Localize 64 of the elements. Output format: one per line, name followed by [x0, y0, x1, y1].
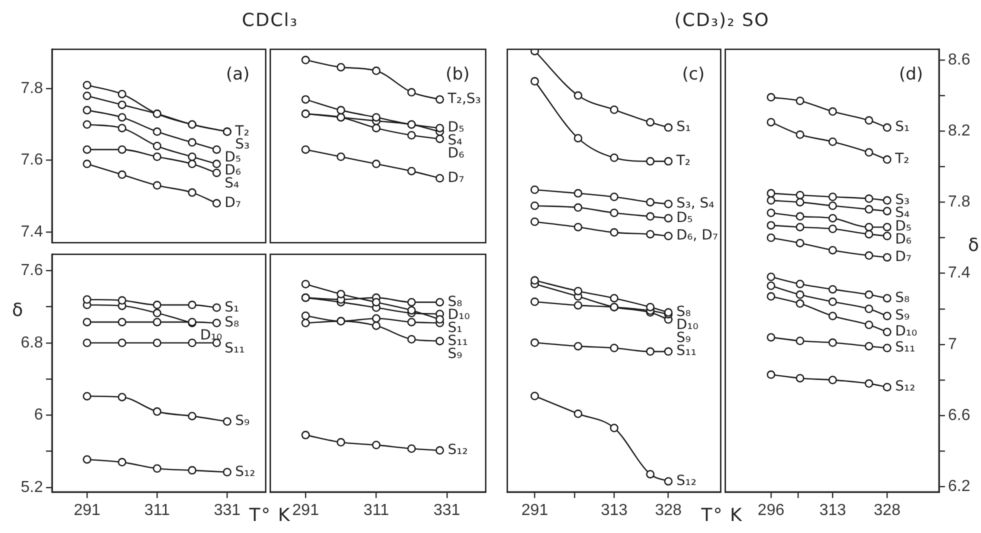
y-tick-label: 7.4 — [20, 223, 44, 240]
annotation: (b) — [446, 64, 470, 84]
x-tick-label: 311 — [363, 502, 390, 520]
series-label: D₆ — [895, 232, 912, 248]
series-label: S₃, S₄ — [676, 196, 715, 212]
x-tick-label: 291 — [292, 502, 320, 520]
x-tick-label: 331 — [434, 502, 460, 520]
x-tick-label: 296 — [758, 502, 784, 520]
x-axis-title: T° K — [249, 505, 291, 526]
series-label: S₁ — [224, 299, 240, 316]
series-label: D₇ — [448, 170, 464, 186]
series-label: D₅ — [676, 210, 693, 226]
series-label: D₆, D₇ — [676, 228, 718, 244]
y-tick-label: 5.2 — [20, 478, 44, 496]
series-label: S₄ — [895, 205, 910, 222]
y-tick-label: 7.6 — [20, 152, 44, 169]
series-label: S₈ — [895, 290, 910, 306]
series-label: S₁ — [895, 119, 910, 136]
x-tick-label: 331 — [214, 502, 241, 520]
y-tick-label: 6.8 — [20, 334, 44, 352]
y-tick-label: 7.4 — [948, 264, 970, 282]
y-tick-label: 8.2 — [948, 122, 970, 140]
series-label: S₉ — [895, 308, 910, 324]
series-label: S₁₂ — [235, 464, 256, 480]
x-tick-label: 313 — [600, 502, 628, 520]
series-label: S₁₁ — [224, 340, 245, 357]
annotation: (c) — [682, 64, 705, 84]
y-axis-title: δ — [968, 235, 980, 256]
annotation: (a) — [226, 64, 250, 84]
y-tick-label: 8.6 — [948, 51, 970, 68]
series-label: S₉ — [235, 413, 250, 430]
series-label: S₁₂ — [676, 472, 696, 489]
chart-title: (CD₃)₂ SO — [673, 10, 771, 31]
series-label: S₁ — [676, 119, 691, 136]
chart-title: CDCl₃ — [240, 10, 300, 31]
y-tick-label: 7.6 — [20, 262, 44, 279]
x-tick-label: 328 — [874, 502, 901, 520]
series-label: D₆ — [448, 146, 465, 162]
y-tick-label: 6.6 — [948, 406, 970, 424]
annotation: (d) — [898, 64, 923, 84]
series-label: D₁₀ — [895, 324, 918, 340]
x-tick-label: 291 — [74, 502, 100, 520]
y-tick-label: 7.8 — [20, 80, 44, 98]
series-label: S₁₂ — [895, 378, 916, 395]
series-label: S₈ — [224, 314, 240, 331]
y-axis-title: δ — [12, 300, 24, 321]
series-label: T₂,S₃ — [446, 91, 481, 108]
series-label: D₇ — [895, 248, 912, 265]
x-tick-label: 313 — [819, 502, 846, 520]
x-tick-label: 291 — [521, 502, 548, 520]
x-axis-title: T° K — [701, 505, 743, 526]
x-tick-label: 328 — [654, 502, 682, 520]
x-tick-label: 311 — [144, 502, 170, 520]
series-label: T₂ — [894, 151, 910, 168]
series-label: D₁₀ — [200, 328, 223, 344]
y-tick-label: 7.8 — [948, 194, 970, 211]
series-label: S₁₂ — [448, 442, 468, 458]
y-tick-label: 7 — [948, 336, 957, 353]
y-tick-label: 6.2 — [948, 478, 970, 496]
series-label: D₇ — [224, 194, 242, 211]
series-label: S₁₁ — [895, 340, 916, 356]
series-label: T₂ — [675, 152, 691, 169]
series-label: S₁₁ — [676, 343, 696, 360]
y-tick-label: 6 — [34, 406, 44, 424]
